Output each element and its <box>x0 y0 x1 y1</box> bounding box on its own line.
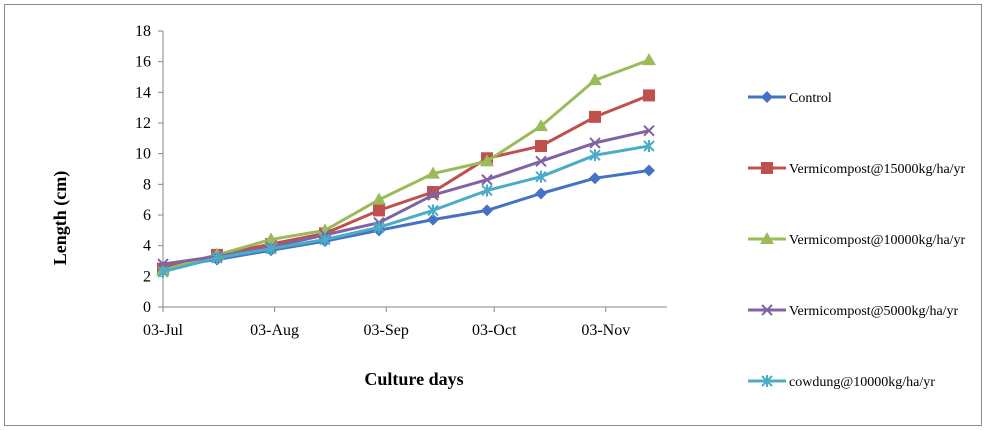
series-3 <box>157 124 655 270</box>
data-point <box>373 221 385 234</box>
y-axis-title: Length (cm) <box>50 171 71 265</box>
data-point <box>319 233 331 246</box>
data-point <box>372 192 386 205</box>
series-4 <box>157 140 655 278</box>
legend-marker <box>761 304 773 316</box>
data-point <box>589 137 601 149</box>
y-tick-label: 10 <box>135 146 151 163</box>
data-point <box>481 174 493 186</box>
series-line <box>162 94 650 271</box>
data-point <box>480 154 494 167</box>
legend-label: Control <box>789 91 832 106</box>
x-tick-label: 03-Aug <box>250 322 299 339</box>
y-tick-label: 16 <box>135 54 151 71</box>
x-tick-label: 03-Nov <box>581 322 630 339</box>
legend-label: Vermicompost@15000kg/ha/yr <box>789 162 966 177</box>
y-tick-label: 4 <box>143 238 151 255</box>
legend-item: Vermicompost@15000kg/ha/yr <box>748 162 966 177</box>
legend-marker <box>761 162 773 174</box>
data-point <box>211 251 223 264</box>
data-point <box>589 149 601 162</box>
data-point <box>264 232 278 245</box>
series-layer <box>156 53 656 278</box>
legend-marker <box>760 232 774 244</box>
legend-item: Vermicompost@5000kg/ha/yr <box>748 304 959 319</box>
data-point <box>535 187 547 200</box>
data-point <box>643 124 655 137</box>
data-point <box>643 164 655 177</box>
y-tick-label: 8 <box>143 176 151 193</box>
data-point <box>643 89 655 102</box>
data-point <box>588 73 602 86</box>
legend: Control Vermicompost@15000kg/ha/yr Vermico… <box>748 91 966 390</box>
axes <box>162 31 667 308</box>
data-point <box>642 53 656 66</box>
data-point <box>481 204 493 217</box>
legend-marker <box>761 91 773 103</box>
data-point <box>265 242 277 255</box>
legend-label: cowdung@10000kg/ha/yr <box>789 375 935 390</box>
y-tick-label: 6 <box>143 207 151 224</box>
series-line <box>162 129 650 266</box>
y-tick-label: 14 <box>135 84 151 101</box>
series-2 <box>156 53 656 276</box>
legend-label: Vermicompost@5000kg/ha/yr <box>789 304 959 319</box>
data-point <box>643 140 655 152</box>
y-tick-label: 0 <box>143 299 151 316</box>
data-point <box>535 170 547 183</box>
data-point <box>535 155 547 168</box>
legend-item: cowdung@10000kg/ha/yr <box>748 375 935 390</box>
legend-marker <box>761 375 773 387</box>
data-point <box>373 204 385 217</box>
data-point <box>589 110 601 123</box>
data-point <box>481 184 493 197</box>
legend-item: Control <box>748 91 832 106</box>
chart-frame <box>4 4 982 426</box>
legend-label: Vermicompost@10000kg/ha/yr <box>789 233 966 248</box>
legend-item: Vermicompost@10000kg/ha/yr <box>748 232 966 248</box>
x-tick-label: 03-Oct <box>472 322 517 339</box>
data-point <box>535 140 547 152</box>
series-line <box>162 58 650 272</box>
data-point <box>427 204 439 217</box>
x-tick-label: 03-Jul <box>143 322 184 339</box>
data-point <box>589 172 601 185</box>
y-tick-label: 2 <box>143 268 151 285</box>
data-point <box>427 189 439 201</box>
data-point <box>534 119 548 132</box>
y-tick-label: 18 <box>135 23 151 40</box>
series-line <box>162 144 650 274</box>
x-axis-title: Culture days <box>364 369 463 389</box>
data-point <box>427 213 439 226</box>
series-line <box>162 169 650 269</box>
y-tick-label: 12 <box>135 115 151 132</box>
data-point <box>426 166 440 179</box>
y-axis-ticks: 0 2 4 6 8 10 12 14 16 18 <box>135 23 163 316</box>
data-point <box>157 265 169 278</box>
x-axis-ticks: 03-Jul 03-Aug 03-Sep 03-Oct 03-Nov <box>143 307 630 339</box>
x-tick-label: 03-Sep <box>364 322 409 339</box>
